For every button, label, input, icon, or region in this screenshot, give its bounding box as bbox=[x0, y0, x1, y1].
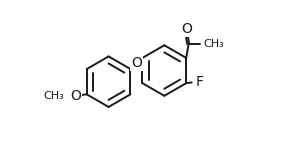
Text: CH₃: CH₃ bbox=[203, 39, 224, 49]
Text: O: O bbox=[70, 89, 81, 103]
Text: O: O bbox=[131, 57, 142, 70]
Text: F: F bbox=[196, 75, 204, 89]
Text: O: O bbox=[182, 22, 192, 36]
Text: CH₃: CH₃ bbox=[44, 91, 64, 101]
